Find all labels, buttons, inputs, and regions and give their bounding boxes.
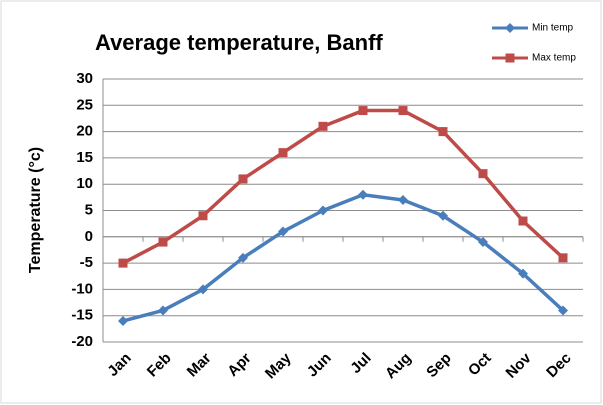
series-line (122, 108, 565, 265)
point (118, 315, 128, 326)
point (518, 268, 528, 279)
y-tick-label: 5 (85, 201, 93, 218)
point (505, 53, 515, 63)
point (118, 258, 128, 268)
legend-label: Min temp (532, 23, 574, 34)
point (358, 106, 368, 116)
point (398, 194, 408, 205)
y-tick-label: -5 (80, 254, 93, 271)
y-tick-label: 0 (85, 228, 93, 245)
point (518, 216, 528, 226)
y-tick-label: 30 (76, 70, 93, 87)
y-tick-label: -15 (71, 307, 93, 324)
y-axis-label: Temperature (°c) (27, 147, 44, 273)
y-tick-label: -10 (71, 280, 93, 297)
point (558, 253, 568, 263)
point (198, 211, 208, 221)
chart-title: Average temperature, Banff (95, 30, 383, 55)
point (558, 305, 568, 316)
point (478, 169, 488, 179)
point (238, 252, 248, 263)
legend-label: Max temp (532, 53, 576, 64)
y-tick-label: 10 (76, 175, 93, 192)
y-tick-label: 20 (76, 123, 93, 140)
point (438, 210, 448, 221)
series-line (122, 192, 565, 323)
point (198, 284, 208, 295)
point (505, 23, 515, 33)
point (478, 237, 488, 248)
point (158, 237, 168, 247)
y-tick-label: 15 (76, 149, 93, 166)
point (358, 189, 368, 200)
point (318, 205, 328, 216)
point (238, 174, 248, 184)
point (158, 305, 168, 316)
y-tick-label: 25 (76, 96, 93, 113)
point (278, 148, 288, 158)
point (398, 106, 408, 116)
point (438, 127, 448, 137)
point (318, 121, 328, 131)
y-tick-label: -20 (71, 333, 93, 350)
point (278, 226, 288, 237)
